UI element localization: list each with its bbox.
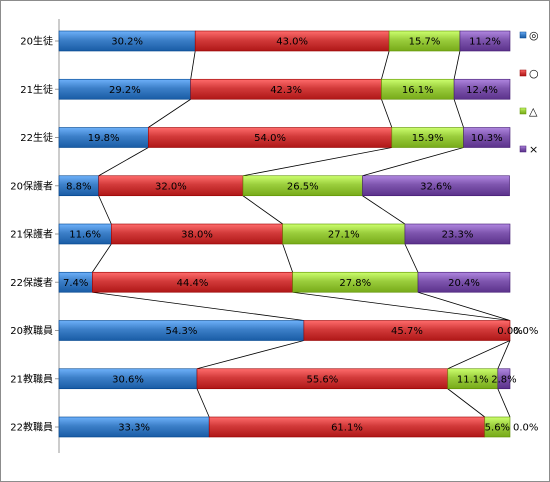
series-line xyxy=(196,388,210,418)
series-line xyxy=(92,243,112,273)
legend-swatch xyxy=(519,145,527,153)
data-label: 15.7% xyxy=(409,37,441,48)
bar-segment xyxy=(362,175,510,197)
legend-label: ○ xyxy=(529,67,539,80)
legend-label: △ xyxy=(529,105,538,118)
bar-segment xyxy=(484,416,511,438)
series-line xyxy=(92,291,304,321)
data-label: 0.0% xyxy=(497,326,522,337)
bar-row: 20教職員 54.3% 45.7% 0.0%0.0% xyxy=(10,320,538,341)
data-label: 10.3% xyxy=(471,133,503,144)
bar-segment xyxy=(459,30,511,52)
bar-segment xyxy=(303,320,511,341)
series-line xyxy=(190,50,196,80)
data-label: 30.2% xyxy=(111,37,143,48)
bar-segment xyxy=(404,223,511,245)
bar-row: 22生徒 19.8% 54.0% 15.9% 10.3% xyxy=(20,127,511,148)
series-line xyxy=(497,340,511,369)
legend-label: × xyxy=(529,143,538,156)
bar-row: 21教職員 30.6% 55.6% 11.1% 2.8% xyxy=(10,368,517,390)
data-label: 26.5% xyxy=(287,181,319,192)
bar-segment xyxy=(453,78,511,100)
data-label: 7.4% xyxy=(63,278,88,289)
data-label: 54.0% xyxy=(254,133,286,144)
data-label: 27.8% xyxy=(339,278,371,289)
series-line xyxy=(381,50,390,80)
series-line xyxy=(497,388,511,418)
data-label: 11.1% xyxy=(457,374,489,385)
data-label: 11.6% xyxy=(69,230,101,241)
data-label: 12.4% xyxy=(466,85,498,96)
data-label: 23.3% xyxy=(442,230,474,241)
data-label: 44.4% xyxy=(177,278,209,289)
bar-row: 21生徒 29.2% 42.3% 16.1% 12.4% xyxy=(20,78,511,100)
data-label: 0.0% xyxy=(513,326,538,337)
data-label: 55.6% xyxy=(306,374,338,385)
series-line xyxy=(148,98,191,128)
legend-swatch xyxy=(519,69,527,77)
data-label: 2.8% xyxy=(491,374,516,385)
data-label: 38.0% xyxy=(181,230,213,241)
data-label: 27.1% xyxy=(328,230,360,241)
legend: ◎ ○ △ × xyxy=(519,29,539,156)
data-label: 11.2% xyxy=(469,37,501,48)
category-label: 22保護者 xyxy=(10,276,53,289)
series-line xyxy=(453,99,464,128)
legend-swatch xyxy=(519,107,527,115)
bar-row: 20保護者 8.8% 32.0% 26.5% 32.6% xyxy=(10,175,510,197)
series-line xyxy=(242,147,392,177)
bar-row: 22保護者 7.4% 44.4% 27.8% 20.4% xyxy=(10,271,511,293)
category-label: 22生徒 xyxy=(20,131,53,144)
series-lines xyxy=(92,50,511,418)
data-label: 45.7% xyxy=(391,326,423,337)
category-label: 20教職員 xyxy=(10,324,53,337)
bar-segment xyxy=(497,368,511,390)
series-line xyxy=(417,291,511,321)
category-label: 21教職員 xyxy=(10,372,53,385)
category-label: 20生徒 xyxy=(20,35,53,48)
bar-row: 22教職員 33.3% 61.1% 5.6% 0.0% xyxy=(10,416,538,438)
bar-row: 20生徒 30.2% 43.0% 15.7% 11.2% xyxy=(20,30,511,52)
legend-label: ◎ xyxy=(529,29,539,42)
data-label: 19.8% xyxy=(88,133,120,144)
bar-segment xyxy=(463,127,511,148)
data-label: 30.6% xyxy=(112,374,144,385)
series-line xyxy=(292,291,511,321)
category-label: 22教職員 xyxy=(10,421,53,434)
data-label: 29.2% xyxy=(109,85,141,96)
series-line xyxy=(453,50,461,80)
data-label: 42.3% xyxy=(270,85,302,96)
data-label: 5.6% xyxy=(485,423,510,434)
bar-row: 21保護者 11.6% 38.0% 27.1% 23.3% xyxy=(10,223,511,245)
data-label: 43.0% xyxy=(276,37,308,48)
legend-swatch xyxy=(519,31,527,39)
category-label: 21生徒 xyxy=(20,83,53,96)
bar-segment xyxy=(417,271,511,293)
series-line xyxy=(362,195,406,225)
data-label: 33.3% xyxy=(118,423,150,434)
data-label: 54.3% xyxy=(166,326,198,337)
data-label: 8.8% xyxy=(66,181,91,192)
series-line xyxy=(404,243,419,273)
data-label: 20.4% xyxy=(448,278,480,289)
data-label: 16.1% xyxy=(402,85,434,96)
series-line xyxy=(381,99,393,128)
category-label: 21保護者 xyxy=(10,228,53,241)
series-line xyxy=(447,340,511,370)
series-line xyxy=(282,243,293,273)
series-line xyxy=(98,147,149,177)
series-line xyxy=(196,340,304,370)
data-label: 0.0% xyxy=(513,423,538,434)
series-line xyxy=(242,195,283,225)
data-label: 15.9% xyxy=(412,133,444,144)
data-label: 32.6% xyxy=(420,181,452,192)
series-line xyxy=(362,147,464,177)
data-label: 61.1% xyxy=(331,423,363,434)
data-label: 32.0% xyxy=(155,181,187,192)
series-line xyxy=(447,388,485,418)
series-line xyxy=(98,195,112,225)
category-label: 20保護者 xyxy=(10,179,53,192)
